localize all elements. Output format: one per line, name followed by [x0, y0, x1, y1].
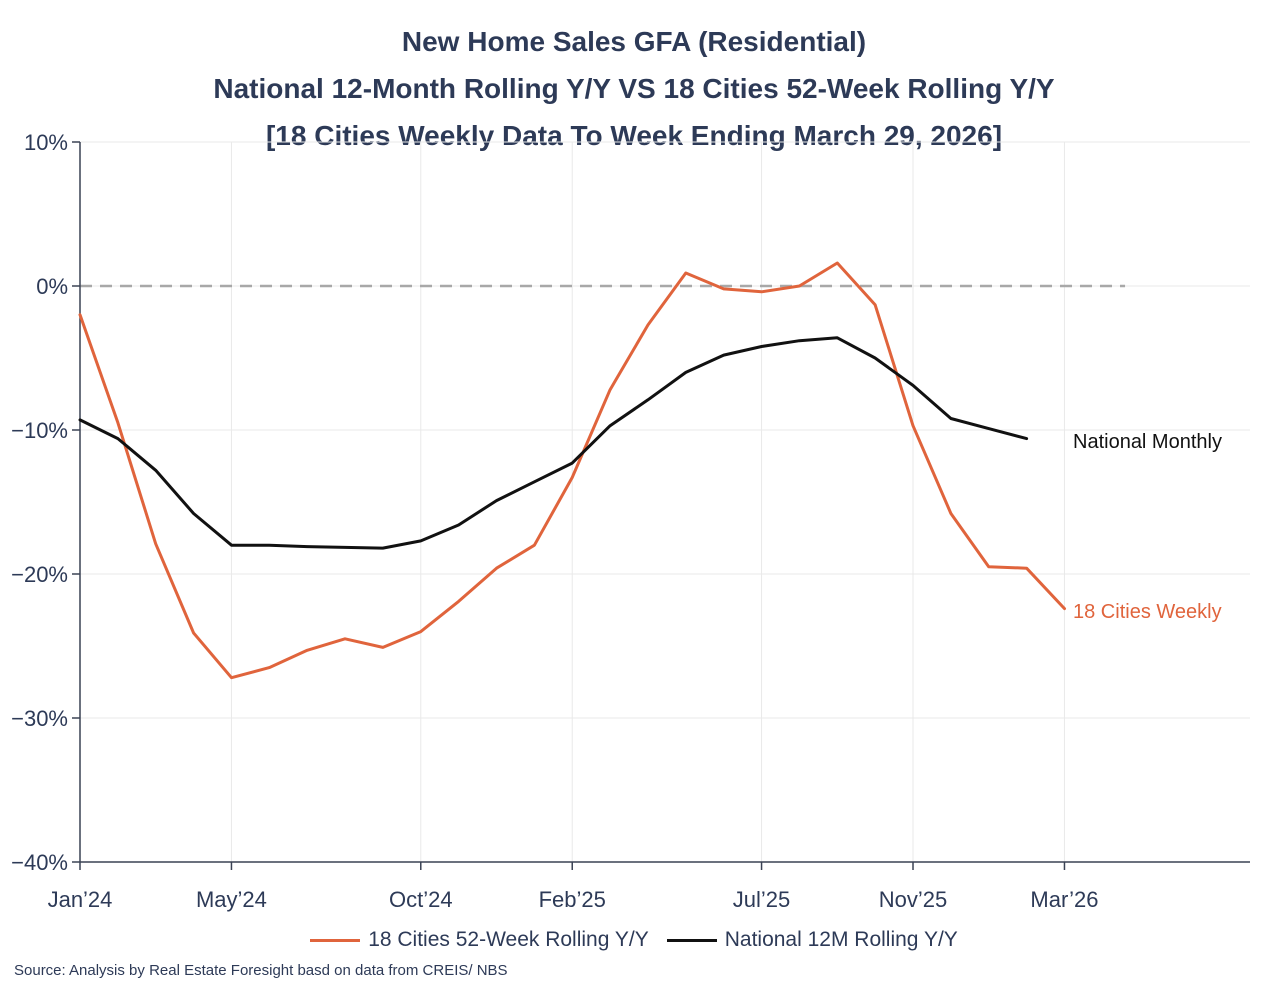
- y-tick-label: −20%: [11, 562, 68, 587]
- legend: 18 Cities 52-Week Rolling Y/Y National 1…: [0, 928, 1268, 952]
- x-tick-label: Nov’25: [879, 887, 947, 912]
- legend-swatch-18-cities: [310, 938, 361, 942]
- chart-title-line-2: National 12-Month Rolling Y/Y VS 18 Citi…: [213, 73, 1055, 104]
- y-tick-label: 10%: [24, 130, 68, 155]
- x-tick-label: Oct’24: [389, 887, 453, 912]
- y-tick-label: −30%: [11, 706, 68, 731]
- legend-item-national: National 12M Rolling Y/Y: [666, 928, 958, 952]
- series-line-1: [78, 336, 1029, 550]
- legend-label-national: National 12M Rolling Y/Y: [724, 928, 958, 951]
- chart-title-line-1: New Home Sales GFA (Residential): [401, 26, 867, 57]
- chart-title: New Home Sales GFA (Residential) Nationa…: [0, 18, 1268, 159]
- series-end-label-national: National Monthly: [1073, 431, 1222, 453]
- x-tick-label: Jan’24: [48, 887, 113, 912]
- x-tick-label: Jul’25: [733, 887, 790, 912]
- y-tick-label: 0%: [36, 274, 68, 299]
- x-tick-label: Mar’26: [1030, 887, 1098, 912]
- y-tick-label: −10%: [11, 418, 68, 443]
- x-tick-label: May’24: [196, 887, 267, 912]
- series-line-0: [78, 261, 1066, 680]
- source-note: Source: Analysis by Real Estate Foresigh…: [14, 962, 508, 979]
- legend-label-18-cities: 18 Cities 52-Week Rolling Y/Y: [368, 928, 649, 951]
- legend-swatch-national: [666, 938, 717, 942]
- y-tick-label: −40%: [11, 850, 68, 875]
- chart-title-line-3: [18 Cities Weekly Data To Week Ending Ma…: [265, 120, 1003, 151]
- legend-item-18-cities: 18 Cities 52-Week Rolling Y/Y: [310, 928, 649, 952]
- x-tick-label: Feb’25: [539, 887, 606, 912]
- series-end-label-18-cities: 18 Cities Weekly: [1073, 601, 1222, 623]
